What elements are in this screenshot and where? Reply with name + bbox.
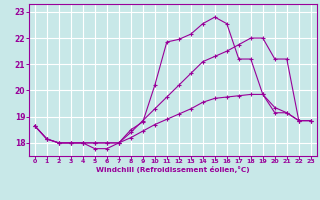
- X-axis label: Windchill (Refroidissement éolien,°C): Windchill (Refroidissement éolien,°C): [96, 166, 250, 173]
